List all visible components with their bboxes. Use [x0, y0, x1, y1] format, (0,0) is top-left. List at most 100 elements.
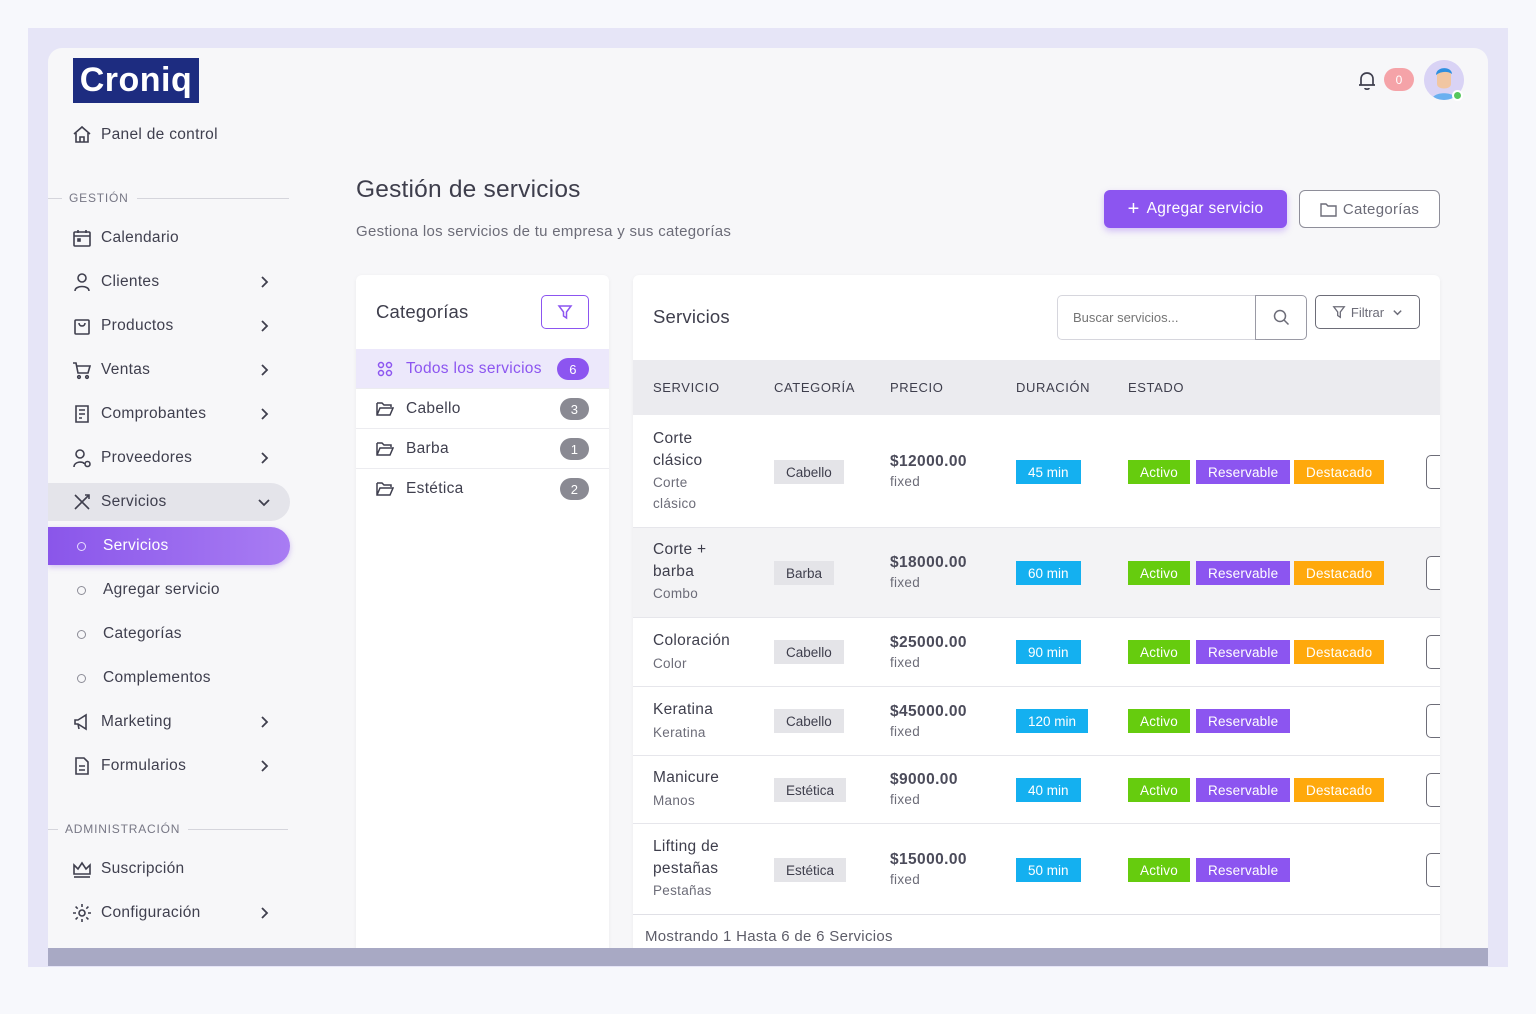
receipt-icon	[72, 404, 92, 424]
category-badge: Estética	[774, 858, 847, 882]
category-item-todos[interactable]: Todos los servicios 6	[356, 349, 609, 389]
category-filter-button[interactable]	[541, 295, 589, 329]
pagination-summary: Mostrando 1 Hasta 6 de 6 Servicios	[645, 928, 893, 945]
folder-open-icon	[376, 480, 394, 498]
chevron-right-icon	[261, 452, 269, 464]
document-icon	[72, 756, 92, 776]
column-header-duracion[interactable]: DURACIÓN	[1016, 380, 1091, 395]
avatar[interactable]	[1424, 60, 1464, 100]
category-badge: Cabello	[774, 460, 844, 484]
column-header-estado[interactable]: ESTADO	[1128, 380, 1185, 395]
row-action-button[interactable]	[1426, 773, 1440, 807]
notification-badge: 0	[1384, 68, 1414, 91]
bullet-icon	[77, 541, 86, 551]
calendar-icon	[72, 228, 92, 248]
sidebar-item-comprobantes[interactable]: Comprobantes	[48, 395, 290, 433]
sidebar-subitem-agregar-servicio[interactable]: Agregar servicio	[48, 571, 290, 609]
services-panel: Servicios Filtrar SERVICIO CATEGORÍA PRE…	[633, 275, 1440, 948]
shopping-bag-icon	[72, 316, 92, 336]
add-service-button[interactable]: + Agregar servicio	[1104, 190, 1287, 228]
sidebar-item-formularios[interactable]: Formularios	[48, 747, 290, 785]
bell-icon[interactable]	[1356, 69, 1378, 91]
column-header-servicio[interactable]: SERVICIO	[653, 380, 720, 395]
filter-dropdown[interactable]: Filtrar	[1315, 295, 1420, 329]
category-item-barba[interactable]: Barba 1	[356, 429, 609, 469]
service-description: Combo	[653, 586, 699, 601]
duration-badge: 40 min	[1016, 778, 1081, 802]
sidebar-item-calendario[interactable]: Calendario	[48, 219, 290, 257]
divider	[633, 914, 1440, 915]
sidebar-item-suscripcion[interactable]: Suscripción	[48, 850, 290, 888]
sidebar-item-configuracion[interactable]: Configuración	[48, 894, 290, 932]
chevron-right-icon	[261, 408, 269, 420]
sidebar-item-ventas[interactable]: Ventas	[48, 351, 290, 389]
bullet-icon	[77, 673, 86, 683]
table-row[interactable]: Coloración Color Cabello $25000.00 fixed…	[633, 618, 1440, 687]
service-name: Corte clásico	[653, 430, 703, 469]
duration-badge: 50 min	[1016, 858, 1081, 882]
section-label-gestion: GESTIÓN	[48, 191, 289, 205]
brand-logo[interactable]: Croniq	[73, 58, 199, 103]
chevron-right-icon	[261, 716, 269, 728]
categories-button[interactable]: Categorías	[1299, 190, 1440, 228]
app-window: Croniq Panel de control GESTIÓN Calendar…	[48, 48, 1488, 948]
row-action-button[interactable]	[1426, 635, 1440, 669]
sidebar-item-marketing[interactable]: Marketing	[48, 703, 290, 741]
row-action-button[interactable]	[1426, 704, 1440, 738]
online-status-dot	[1452, 90, 1463, 101]
sidebar-subitem-categorias[interactable]: Categorías	[48, 615, 290, 653]
status-badge-active: Activo	[1128, 460, 1190, 484]
status-badge-active: Activo	[1128, 561, 1190, 585]
service-price: $45000.00	[890, 703, 967, 720]
status-badge-bookable: Reservable	[1196, 778, 1291, 802]
services-title: Servicios	[653, 306, 730, 327]
sidebar-item-clientes[interactable]: Clientes	[48, 263, 290, 301]
sidebar-item-productos[interactable]: Productos	[48, 307, 290, 345]
search-input[interactable]	[1057, 295, 1256, 340]
row-action-button[interactable]	[1426, 455, 1440, 489]
chevron-right-icon	[261, 907, 269, 919]
sidebar-item-dashboard[interactable]: Panel de control	[48, 116, 290, 154]
chevron-right-icon	[261, 364, 269, 376]
status-badge-active: Activo	[1128, 640, 1190, 664]
category-item-estetica[interactable]: Estética 2	[356, 469, 609, 509]
bullet-icon	[77, 585, 86, 595]
gear-icon	[72, 903, 92, 923]
chevron-down-icon	[258, 499, 270, 507]
search-button[interactable]	[1255, 295, 1307, 340]
category-badge: Estética	[774, 778, 847, 802]
page-subtitle: Gestiona los servicios de tu empresa y s…	[356, 223, 732, 240]
service-name: Keratina	[653, 701, 714, 718]
categories-title: Categorías	[376, 301, 469, 322]
status-badge-active: Activo	[1128, 709, 1190, 733]
search-icon	[1273, 309, 1289, 326]
sidebar-subitem-complementos[interactable]: Complementos	[48, 659, 290, 697]
price-type: fixed	[890, 474, 921, 489]
category-badge: Cabello	[774, 709, 844, 733]
filter-icon	[557, 305, 573, 320]
home-icon	[72, 125, 92, 145]
table-row[interactable]: Lifting de pestañas Pestañas Estética $1…	[633, 824, 1440, 915]
tools-icon	[72, 492, 92, 512]
cart-icon	[72, 360, 92, 380]
service-price: $15000.00	[890, 851, 967, 868]
status-badge-featured: Destacado	[1294, 640, 1385, 664]
duration-badge: 120 min	[1016, 709, 1089, 733]
sidebar-item-proveedores[interactable]: Proveedores	[48, 439, 290, 477]
table-row[interactable]: Corte + barba Combo Barba $18000.00 fixe…	[633, 528, 1440, 618]
category-count: 2	[560, 478, 589, 500]
table-row[interactable]: Corte clásico Corte clásico Cabello $120…	[633, 415, 1440, 528]
column-header-categoria[interactable]: CATEGORÍA	[774, 380, 856, 395]
sidebar-subitem-servicios[interactable]: Servicios	[48, 527, 290, 565]
category-item-cabello[interactable]: Cabello 3	[356, 389, 609, 429]
table-row[interactable]: Manicure Manos Estética $9000.00 fixed 4…	[633, 756, 1440, 824]
sidebar-item-servicios[interactable]: Servicios	[48, 483, 290, 521]
row-action-button[interactable]	[1426, 853, 1440, 887]
row-action-button[interactable]	[1426, 556, 1440, 590]
window-bottom-strip	[48, 946, 1488, 966]
column-header-precio[interactable]: PRECIO	[890, 380, 944, 395]
table-row[interactable]: Keratina Keratina Cabello $45000.00 fixe…	[633, 687, 1440, 756]
megaphone-icon	[72, 712, 92, 732]
folder-icon	[1320, 202, 1337, 217]
plus-icon: +	[1127, 198, 1140, 220]
